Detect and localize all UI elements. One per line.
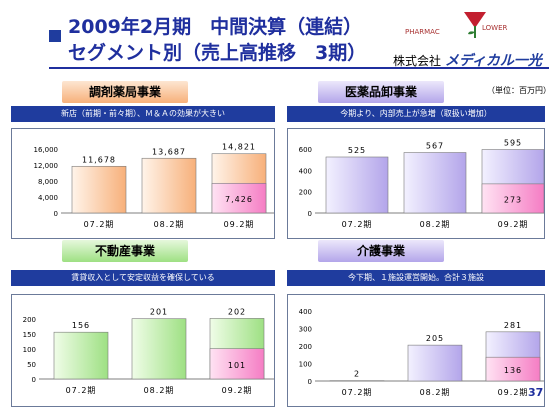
chart-panel-realestate: 200 150 100 50 0 156 07.2期 201 08.2期 101 202 09.2期	[11, 294, 276, 407]
page-number: 37	[528, 386, 544, 399]
chart-svg-wholesale: 600 400 200 0 525 07.2期 567 08.2期 273 595 09.2期	[299, 139, 552, 229]
chart-svg-care: 400 300 200 100 0 2 07.2期 205 08.2期 136 281 09.2期	[299, 308, 552, 397]
data-label: 525	[348, 146, 366, 155]
company-brand: メディカル一光	[444, 53, 542, 69]
y-tick-label: 0	[308, 378, 312, 386]
company-name: 株式会社 メディカル一光	[393, 50, 542, 70]
chart-panel-pharmacy: 16,000 12,000 8,000 4,000 0 11,678 07.2期 13,687…	[11, 128, 275, 239]
chart-bar-portion	[209, 348, 265, 380]
logo-flower-icon	[460, 10, 490, 44]
chart-bar-portion	[211, 182, 267, 214]
segment-note-care: 今下期、１施設運営開始。合計３施設	[287, 270, 545, 286]
chart-bar-portion	[481, 183, 545, 214]
data-label: 13,687	[152, 147, 186, 156]
header-divider	[49, 67, 549, 69]
chart-panel-wholesale: 600 400 200 0 525 07.2期 567 08.2期 273 595 09.2期	[287, 128, 552, 239]
data-label: 273	[504, 195, 522, 204]
segment-title-wholesale: 医薬品卸事業	[318, 81, 444, 103]
segment-title-pharmacy: 調剤薬局事業	[62, 81, 188, 103]
title-line-2: セグメント別（売上高推移 3期）	[68, 42, 367, 64]
y-tick-label: 600	[299, 146, 312, 154]
segment-note-wholesale: 今期より、内部売上が急増（取扱い増加）	[287, 106, 545, 122]
y-tick-label: 16,000	[34, 146, 59, 154]
chart-panel-care: 400 300 200 100 0 2 07.2期 205 08.2期 136 281 09.2期	[287, 294, 552, 407]
data-label: 595	[504, 139, 522, 148]
chart-bar	[141, 157, 197, 214]
x-tick-label: 07.2期	[342, 220, 373, 229]
data-label: 205	[426, 334, 444, 343]
chart-bar	[407, 344, 463, 382]
chart-svg-realestate: 200 150 100 50 0 156 07.2期 201 08.2期 101 202 09.2期	[23, 307, 276, 395]
data-label: 202	[228, 307, 246, 316]
x-tick-label: 09.2期	[498, 388, 529, 397]
x-tick-label: 09.2期	[498, 220, 529, 229]
y-tick-label: 4,000	[38, 194, 58, 202]
x-tick-label: 07.2期	[66, 386, 97, 395]
y-tick-label: 400	[299, 308, 312, 316]
x-tick-label: 08.2期	[154, 220, 185, 229]
y-tick-label: 400	[299, 167, 312, 175]
y-tick-label: 0	[54, 210, 58, 218]
chart-bar	[325, 156, 389, 214]
title-bullet	[49, 30, 61, 42]
y-tick-label: 0	[32, 376, 36, 384]
y-tick-label: 300	[299, 326, 312, 334]
data-label: 11,678	[82, 155, 116, 164]
y-tick-label: 150	[23, 331, 36, 339]
chart-bar	[403, 152, 467, 214]
logo-text-right: LOWER	[482, 24, 508, 32]
x-tick-label: 09.2期	[222, 386, 253, 395]
x-tick-label: 08.2期	[420, 220, 451, 229]
page-title: 2009年2月期 中間決算（連結） セグメント別（売上高推移 3期）	[68, 14, 366, 66]
segment-title-realestate: 不動産事業	[62, 240, 188, 262]
logo-text-left: PHARMAC	[405, 28, 440, 36]
y-tick-label: 200	[299, 343, 312, 351]
x-tick-label: 07.2期	[342, 388, 373, 397]
chart-bar-portion	[485, 356, 541, 382]
segment-note-realestate: 賃貸収入として安定収益を確保している	[11, 270, 275, 286]
chart-svg-pharmacy: 16,000 12,000 8,000 4,000 0 11,678 07.2期 13,687…	[34, 143, 274, 229]
y-tick-label: 200	[299, 189, 312, 197]
chart-bar	[71, 165, 127, 214]
x-tick-label: 07.2期	[84, 220, 115, 229]
y-tick-label: 12,000	[34, 162, 59, 170]
y-tick-label: 50	[27, 361, 36, 369]
y-tick-label: 100	[299, 361, 312, 369]
data-label: 567	[426, 142, 444, 151]
data-label: 281	[504, 321, 522, 330]
chart-bar	[131, 318, 187, 380]
data-label: 7,426	[225, 195, 253, 204]
data-label: 201	[150, 308, 168, 317]
x-tick-label: 09.2期	[224, 220, 255, 229]
x-tick-label: 08.2期	[420, 388, 451, 397]
data-label: 156	[72, 321, 90, 330]
segment-title-care: 介護事業	[318, 240, 444, 262]
x-tick-label: 08.2期	[144, 386, 175, 395]
data-label: 2	[354, 370, 360, 379]
y-tick-label: 100	[23, 346, 36, 354]
data-label: 14,821	[222, 143, 256, 152]
unit-label: （単位：百万円）	[487, 86, 551, 95]
data-label: 101	[228, 361, 246, 370]
chart-bar	[53, 331, 109, 380]
y-tick-label: 200	[23, 316, 36, 324]
segment-note-pharmacy: 新店（前期・前々期）、Ｍ＆Ａの効果が大きい	[11, 106, 275, 122]
title-line-1: 2009年2月期 中間決算（連結）	[68, 16, 363, 38]
y-tick-label: 8,000	[38, 178, 58, 186]
data-label: 136	[504, 366, 522, 375]
y-tick-label: 0	[308, 210, 312, 218]
company-prefix: 株式会社	[393, 54, 442, 68]
